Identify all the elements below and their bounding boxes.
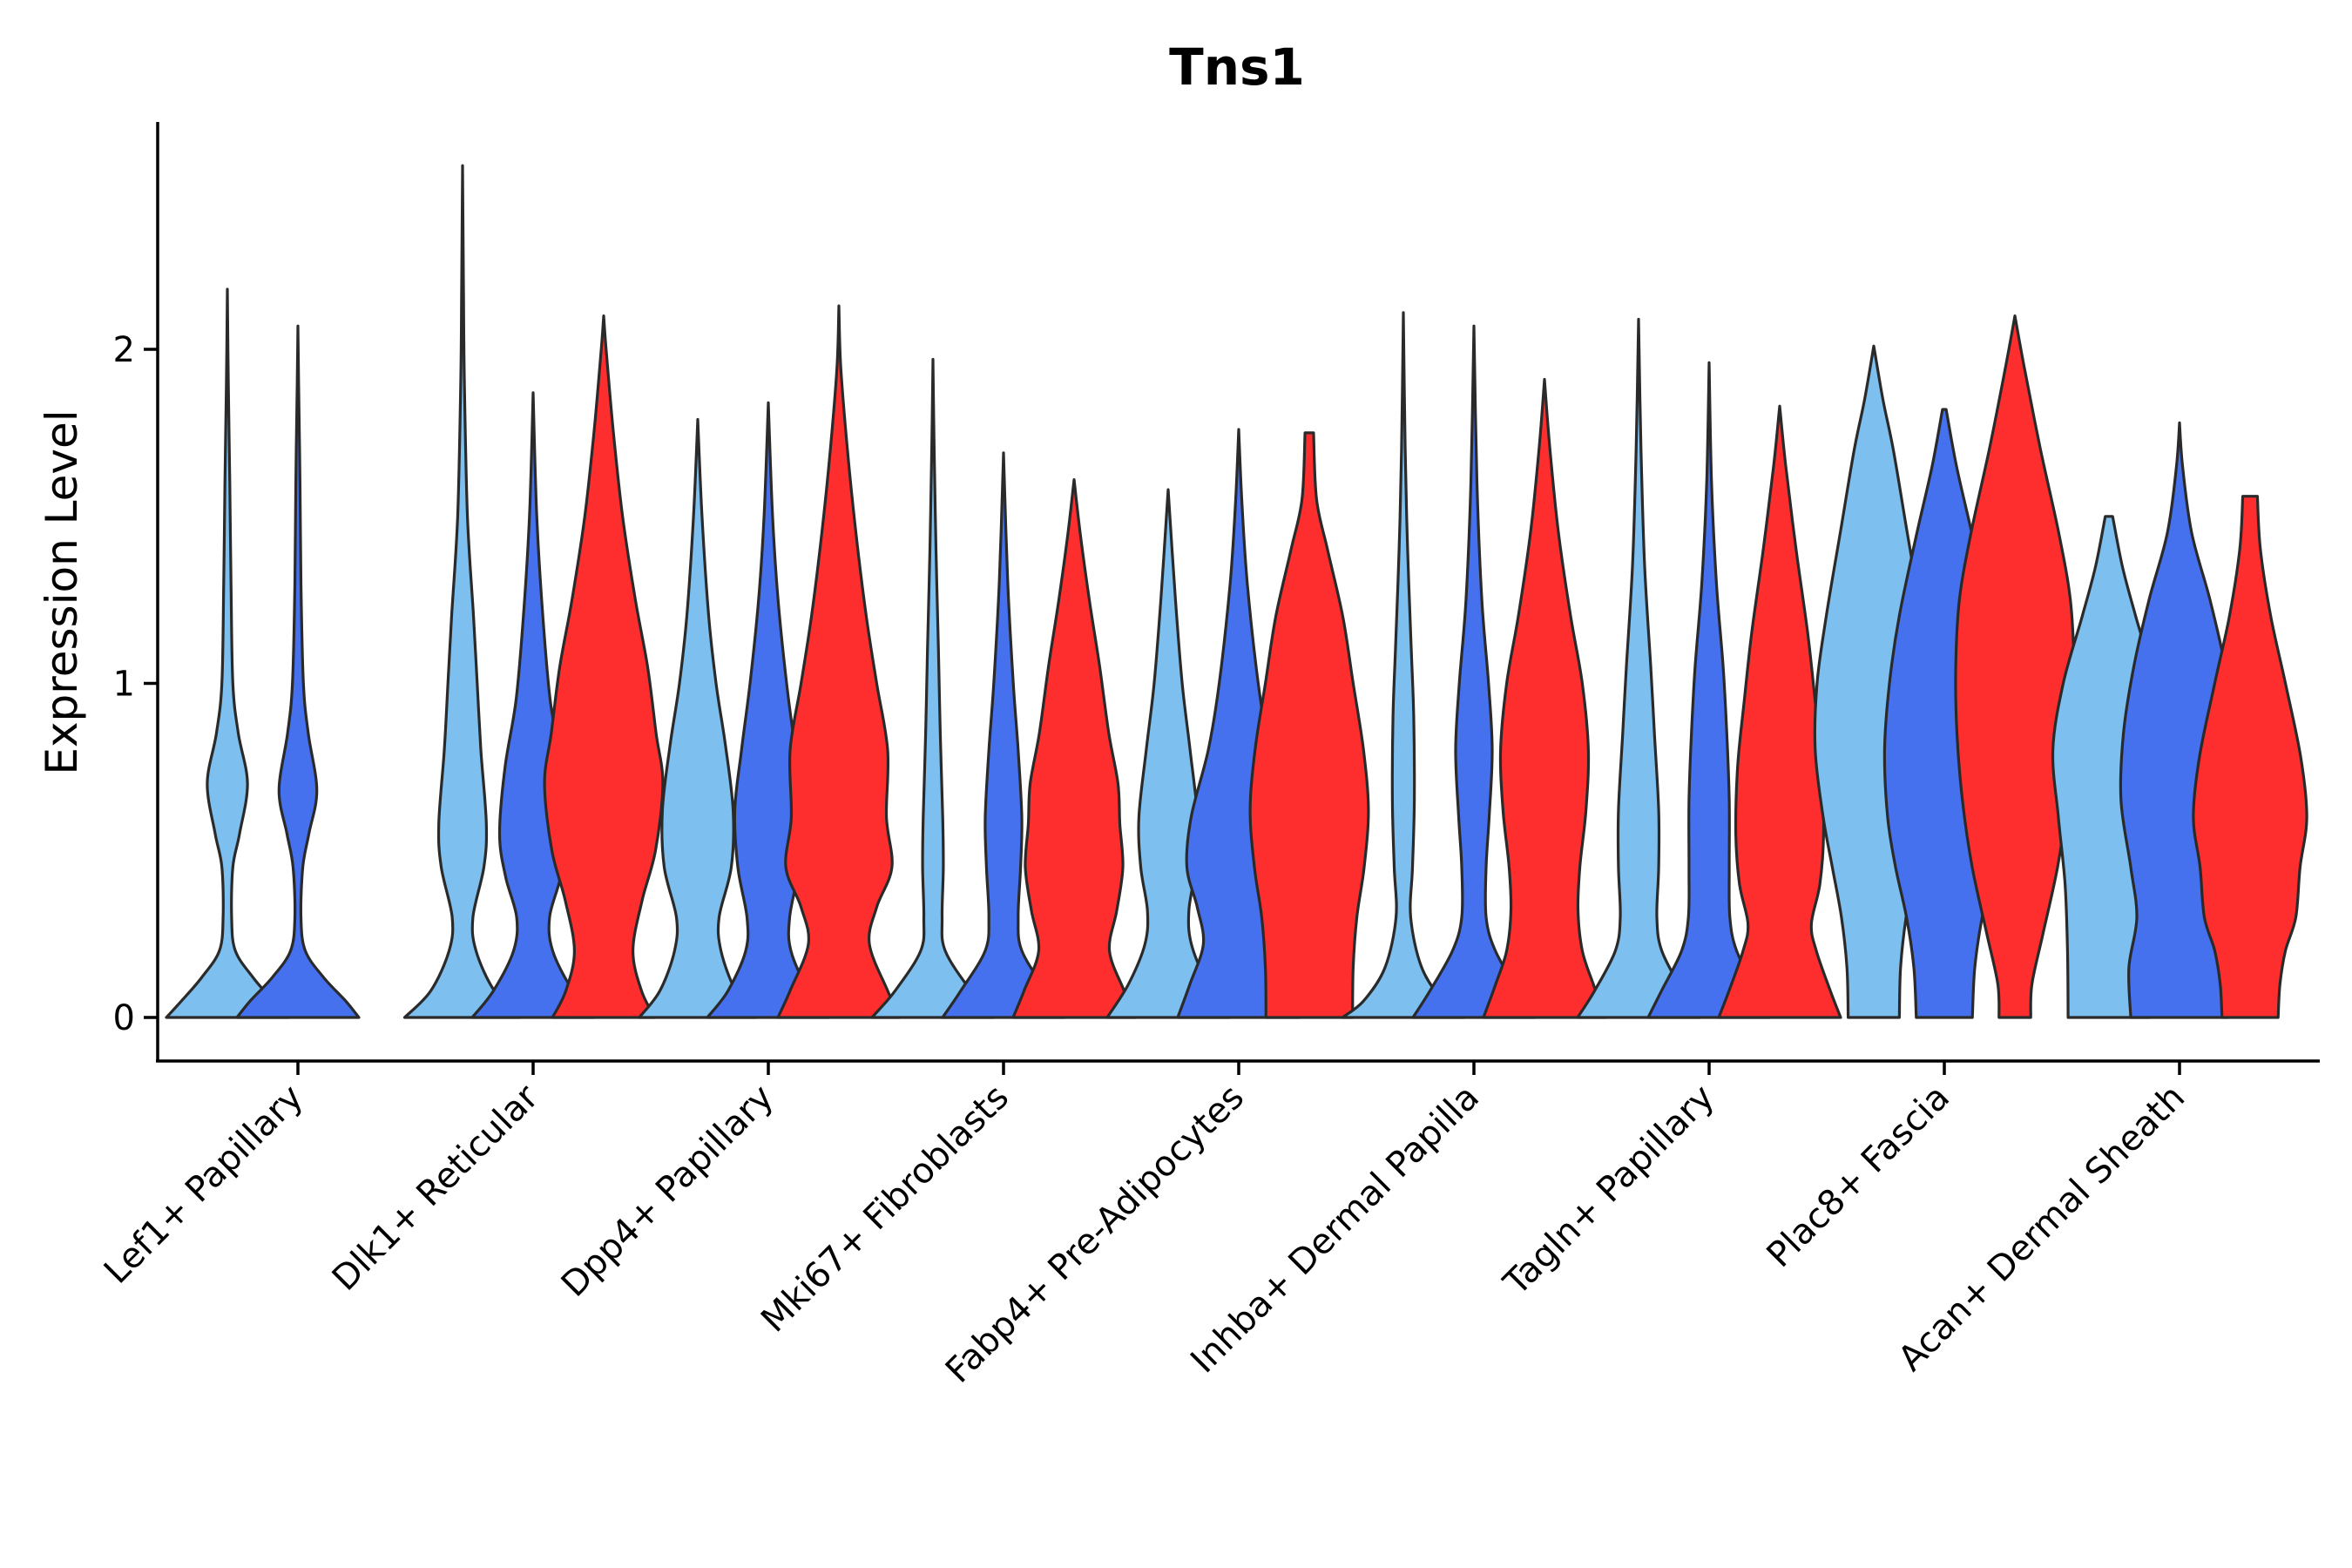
x-tick-label: Lef1+ Papillary	[97, 1078, 311, 1292]
violin-group-3	[776, 304, 902, 1019]
violin-group-3	[1717, 404, 1842, 1019]
violin-group-2	[1646, 361, 1772, 1019]
chart-title: Tns1	[1169, 37, 1305, 97]
violin-group-3	[1011, 478, 1137, 1019]
violin-group-2	[235, 324, 361, 1019]
violin-group-3	[543, 314, 665, 1019]
x-tick-label: Plac8+ Fascia	[1760, 1078, 1958, 1276]
violin-group-1	[638, 417, 758, 1019]
violin-group-1	[402, 164, 523, 1019]
violin-group-3	[1482, 377, 1607, 1019]
y-tick-label: 1	[113, 665, 135, 705]
y-axis-label: Expression Level	[37, 409, 87, 774]
violin-group-1	[870, 357, 996, 1019]
y-ticks: 0 1 2	[113, 330, 158, 1038]
y-tick-label: 0	[113, 998, 135, 1038]
violin-group-3	[2192, 495, 2308, 1019]
violin-group-2	[941, 451, 1066, 1019]
x-ticks: Lef1+ Papillary Dlk1+ Reticular Dpp4+ Papi…	[97, 1061, 2193, 1391]
x-tick-label: Dlk1+ Reticular	[325, 1077, 547, 1299]
y-tick-label: 2	[113, 330, 135, 370]
violin-group-2	[1411, 324, 1537, 1019]
violin-group-1	[1105, 488, 1231, 1019]
x-tick-label: Dpp4+ Papillary	[554, 1078, 781, 1305]
violin-group-1	[165, 287, 290, 1019]
x-tick-label: Mki67+ Fibroblasts	[754, 1078, 1017, 1341]
x-tick-label: Tagln+ Papillary	[1496, 1078, 1722, 1304]
violin-group-1	[1341, 311, 1466, 1019]
violin-group-1	[1576, 317, 1701, 1019]
violin-layer	[165, 164, 2308, 1019]
violin-group-3	[1248, 431, 1370, 1019]
